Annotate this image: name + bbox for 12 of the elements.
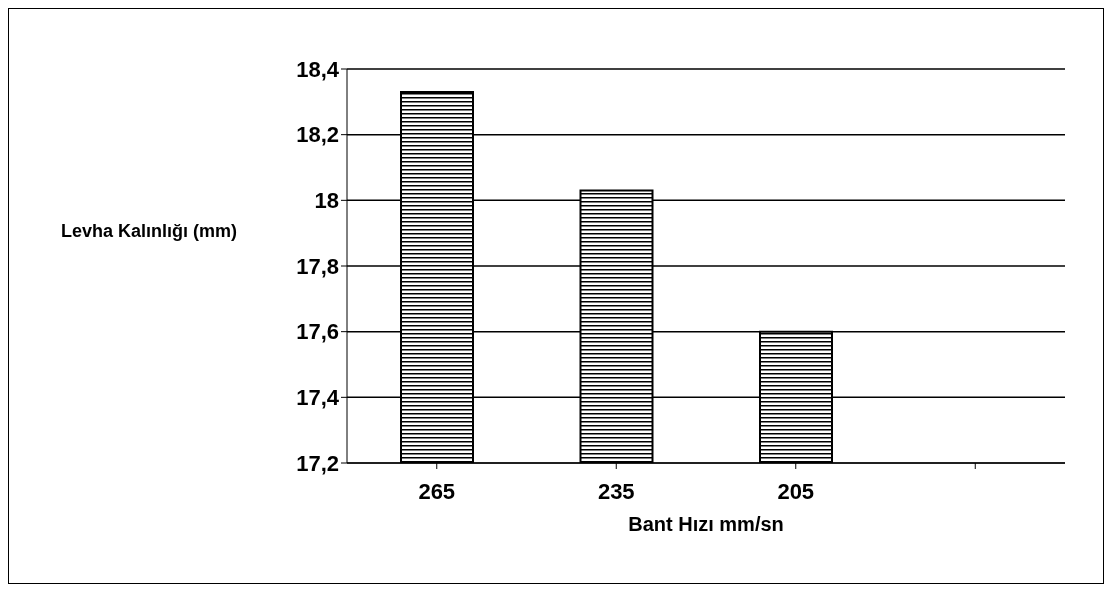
- y-tick-label: 17,4: [296, 385, 340, 411]
- x-tick-label: 235: [597, 478, 635, 504]
- y-tick-label: 18,4: [296, 56, 340, 82]
- x-tick-label: 265: [418, 478, 456, 504]
- y-tick-label: 17,8: [296, 253, 339, 279]
- y-tick-label: 18,2: [296, 122, 339, 148]
- y-tick-label: 17,2: [296, 450, 339, 476]
- y-tick-label: 17,6: [296, 319, 339, 345]
- x-tick-label: 205: [777, 478, 815, 504]
- x-axis-title: Bant Hızı mm/sn: [628, 513, 784, 535]
- y-axis-title: Levha Kalınlığı (mm): [60, 221, 238, 242]
- y-tick-label: 18: [314, 188, 339, 214]
